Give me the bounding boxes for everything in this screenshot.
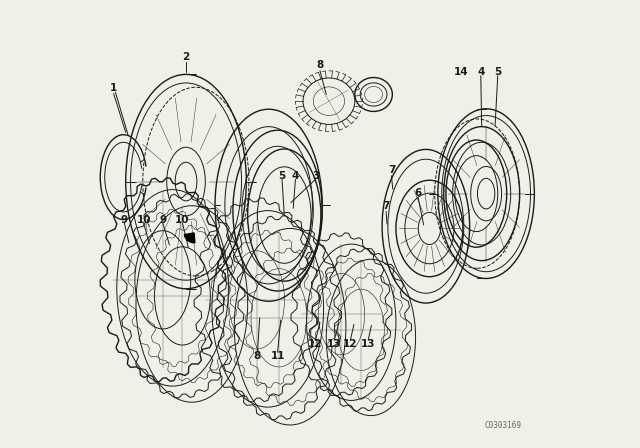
Text: 2: 2	[182, 52, 189, 62]
Text: 10: 10	[136, 215, 151, 224]
Text: 7: 7	[388, 165, 395, 176]
Text: C0303169: C0303169	[484, 422, 522, 431]
Text: 14: 14	[453, 67, 468, 77]
Text: 5: 5	[278, 171, 285, 181]
Text: 12: 12	[308, 339, 323, 349]
Text: 4: 4	[292, 171, 299, 181]
Text: 7: 7	[383, 201, 390, 211]
Text: 12: 12	[343, 339, 358, 349]
Text: 13: 13	[327, 339, 342, 349]
Text: 13: 13	[361, 339, 376, 349]
Text: 1: 1	[110, 83, 117, 93]
Text: 5: 5	[494, 67, 501, 77]
Text: 4: 4	[477, 67, 484, 77]
Text: 8: 8	[316, 60, 324, 70]
Text: 10: 10	[175, 215, 189, 224]
Text: 9: 9	[159, 215, 166, 224]
Text: 9: 9	[121, 215, 128, 224]
Text: 11: 11	[270, 351, 285, 361]
Text: 8: 8	[254, 351, 261, 361]
Text: 6: 6	[415, 188, 422, 198]
Wedge shape	[184, 233, 195, 243]
Text: 3: 3	[312, 171, 319, 181]
